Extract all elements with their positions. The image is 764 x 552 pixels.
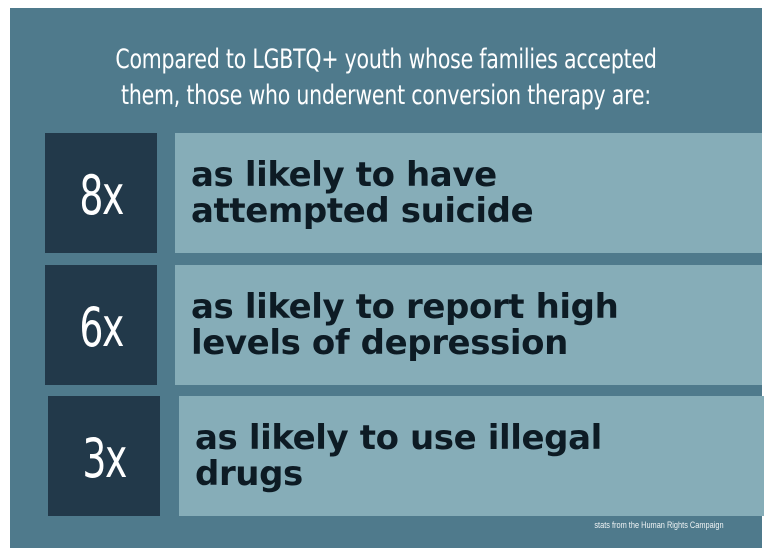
stat-description-box: as likely to use illegal drugs xyxy=(179,396,764,516)
headline-line-1: Compared to LGBTQ+ youth whose families … xyxy=(100,42,672,78)
stat-multiplier-box: 3x xyxy=(48,396,160,516)
stat-multiplier: 6x xyxy=(79,292,123,359)
stat-multiplier: 3x xyxy=(82,423,126,490)
stat-description: as likely to have attempted suicide xyxy=(175,157,533,229)
source-credit: stats from the Human Rights Campaign xyxy=(595,520,724,530)
stat-description-box: as likely to have attempted suicide xyxy=(175,133,762,253)
infographic-card: Compared to LGBTQ+ youth whose families … xyxy=(10,8,762,548)
stat-description: as likely to report high levels of depre… xyxy=(175,289,618,361)
stat-description: as likely to use illegal drugs xyxy=(179,420,602,492)
stat-description-box: as likely to report high levels of depre… xyxy=(175,265,762,385)
stat-multiplier-box: 6x xyxy=(45,265,157,385)
stat-multiplier: 8x xyxy=(79,160,123,227)
stat-multiplier-box: 8x xyxy=(45,133,157,253)
headline: Compared to LGBTQ+ youth whose families … xyxy=(100,42,672,114)
headline-line-2: them, those who underwent conversion the… xyxy=(100,78,672,114)
